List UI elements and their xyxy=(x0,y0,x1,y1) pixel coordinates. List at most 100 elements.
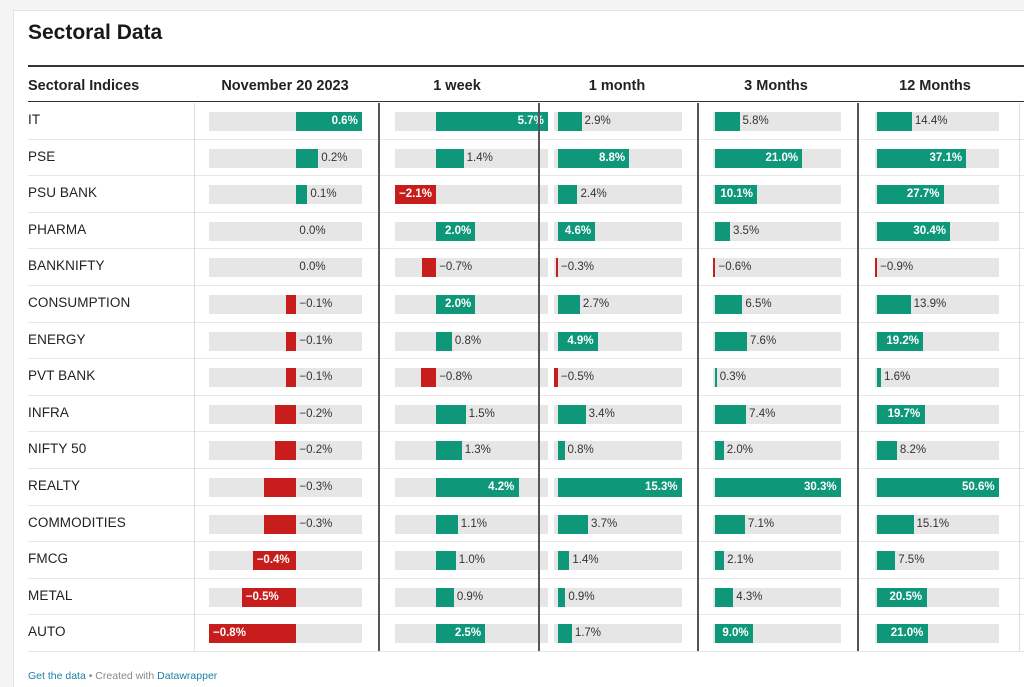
value-label: 3.5% xyxy=(732,224,760,237)
column-header: 1 month xyxy=(588,78,646,94)
value-label: 19.2% xyxy=(886,334,919,347)
value-label: 2.4% xyxy=(580,188,607,201)
positive-bar xyxy=(436,295,476,314)
bar-track xyxy=(395,441,548,461)
row-label: ENERGY xyxy=(28,331,86,347)
positive-bar xyxy=(436,404,466,424)
value-label: 4.9% xyxy=(567,334,594,347)
table-row: ENERGY −0.1% 0.8% 4.9% 7.6% 19.2% xyxy=(28,323,1024,360)
positive-bar xyxy=(558,551,570,571)
column-divider xyxy=(1019,103,1020,651)
positive-bar xyxy=(715,551,725,571)
bar-track xyxy=(554,587,682,607)
positive-bar xyxy=(715,587,734,607)
positive-bar xyxy=(877,478,999,497)
value-label: 4.6% xyxy=(564,224,592,237)
footer: Get the data • Created with Datawrapper xyxy=(28,670,217,682)
table-header: Sectoral Indices November 20 2023 1 week 1… xyxy=(14,69,1024,103)
value-label: −0.3% xyxy=(299,517,333,530)
value-label: 30.3% xyxy=(804,481,837,493)
positive-bar xyxy=(715,331,747,351)
value-label: 21.0% xyxy=(765,151,799,164)
positive-bar xyxy=(436,551,456,571)
negative-bar xyxy=(274,441,297,461)
value-label: 5.8% xyxy=(742,115,769,127)
value-label: 14.4% xyxy=(914,115,948,127)
value-label: 2.5% xyxy=(454,627,482,640)
get-data-link[interactable]: Get the data xyxy=(28,670,86,682)
table-row: IT 0.6% 5.7% 2.9% 5.8% 14.4% xyxy=(28,103,1024,140)
value-label: −0.9% xyxy=(880,261,914,274)
negative-bar xyxy=(241,587,297,607)
bar-track xyxy=(554,368,682,388)
column-header: November 20 2023 xyxy=(221,78,349,94)
row-label: METAL xyxy=(28,587,73,603)
positive-bar xyxy=(715,368,717,388)
positive-bar xyxy=(558,478,682,497)
positive-bar xyxy=(558,624,572,644)
positive-bar xyxy=(715,441,724,461)
positive-bar xyxy=(877,624,928,644)
bar-track xyxy=(713,112,841,131)
bar-track xyxy=(209,185,362,205)
positive-bar xyxy=(436,331,452,351)
positive-bar xyxy=(877,295,911,314)
value-label: 13.9% xyxy=(913,298,947,310)
table-row: COMMODITIES −0.3% 1.1% 3.7% 7.1% 15.1% xyxy=(28,506,1024,543)
value-label: 7.6% xyxy=(749,334,777,347)
row-label: NIFTY 50 xyxy=(28,441,87,457)
bar-track xyxy=(554,404,682,424)
table-row: INFRA −0.2% 1.5% 3.4% 7.4% 19.7% xyxy=(28,396,1024,433)
positive-bar xyxy=(436,221,476,241)
column-divider xyxy=(378,103,380,651)
positive-bar xyxy=(436,148,464,168)
datawrapper-link[interactable]: Datawrapper xyxy=(157,670,218,682)
positive-bar xyxy=(436,624,486,644)
value-label: −0.1% xyxy=(299,371,333,384)
value-label: 2.7% xyxy=(582,298,610,310)
row-label: PHARMA xyxy=(28,221,87,237)
chart-title: Sectoral Data xyxy=(28,21,163,44)
positive-bar xyxy=(877,331,924,351)
positive-bar xyxy=(558,404,586,424)
value-label: 7.1% xyxy=(747,517,775,530)
bar-track xyxy=(713,551,841,571)
positive-bar xyxy=(877,551,896,571)
value-label: −0.4% xyxy=(256,554,290,567)
value-label: −0.2% xyxy=(299,407,333,420)
value-label: 21.0% xyxy=(890,627,924,640)
column-divider xyxy=(857,103,859,651)
positive-bar xyxy=(877,587,927,607)
value-label: 37.1% xyxy=(929,151,963,164)
table-row: AUTO −0.8% 2.5% 1.7% 9.0% 21.0% xyxy=(28,615,1024,652)
positive-bar xyxy=(558,112,582,131)
value-label: 0.8% xyxy=(454,334,482,347)
value-label: 1.4% xyxy=(572,554,599,567)
table-row: NIFTY 50 −0.2% 1.3% 0.8% 2.0% 8.2% xyxy=(28,432,1024,469)
positive-bar xyxy=(558,441,565,461)
value-label: 15.3% xyxy=(645,481,678,493)
bar-track xyxy=(554,551,682,571)
bar-track xyxy=(713,258,841,278)
value-label: 0.9% xyxy=(568,590,595,603)
positive-bar xyxy=(436,587,454,607)
value-label: 2.9% xyxy=(584,115,611,127)
column-divider xyxy=(697,103,699,651)
negative-bar xyxy=(875,258,878,278)
column-divider xyxy=(194,103,195,651)
value-label: 10.1% xyxy=(720,188,753,201)
value-label: 1.0% xyxy=(458,554,486,567)
bar-track xyxy=(713,514,841,534)
negative-bar xyxy=(274,404,297,424)
negative-bar xyxy=(285,368,297,388)
table-row: CONSUMPTION −0.1% 2.0% 2.7% 6.5% 13.9% xyxy=(28,286,1024,323)
value-label: 1.4% xyxy=(466,151,493,164)
column-header: 3 Months xyxy=(744,78,808,94)
value-label: −0.7% xyxy=(439,261,473,274)
bar-track xyxy=(875,441,999,461)
bar-track xyxy=(395,587,548,607)
bar-track xyxy=(713,368,841,388)
table-row: PSU BANK 0.1% −2.1% 2.4% 10.1% 27.7% xyxy=(28,176,1024,213)
value-label: −0.8% xyxy=(439,371,473,384)
column-header: 12 Months xyxy=(899,78,971,94)
